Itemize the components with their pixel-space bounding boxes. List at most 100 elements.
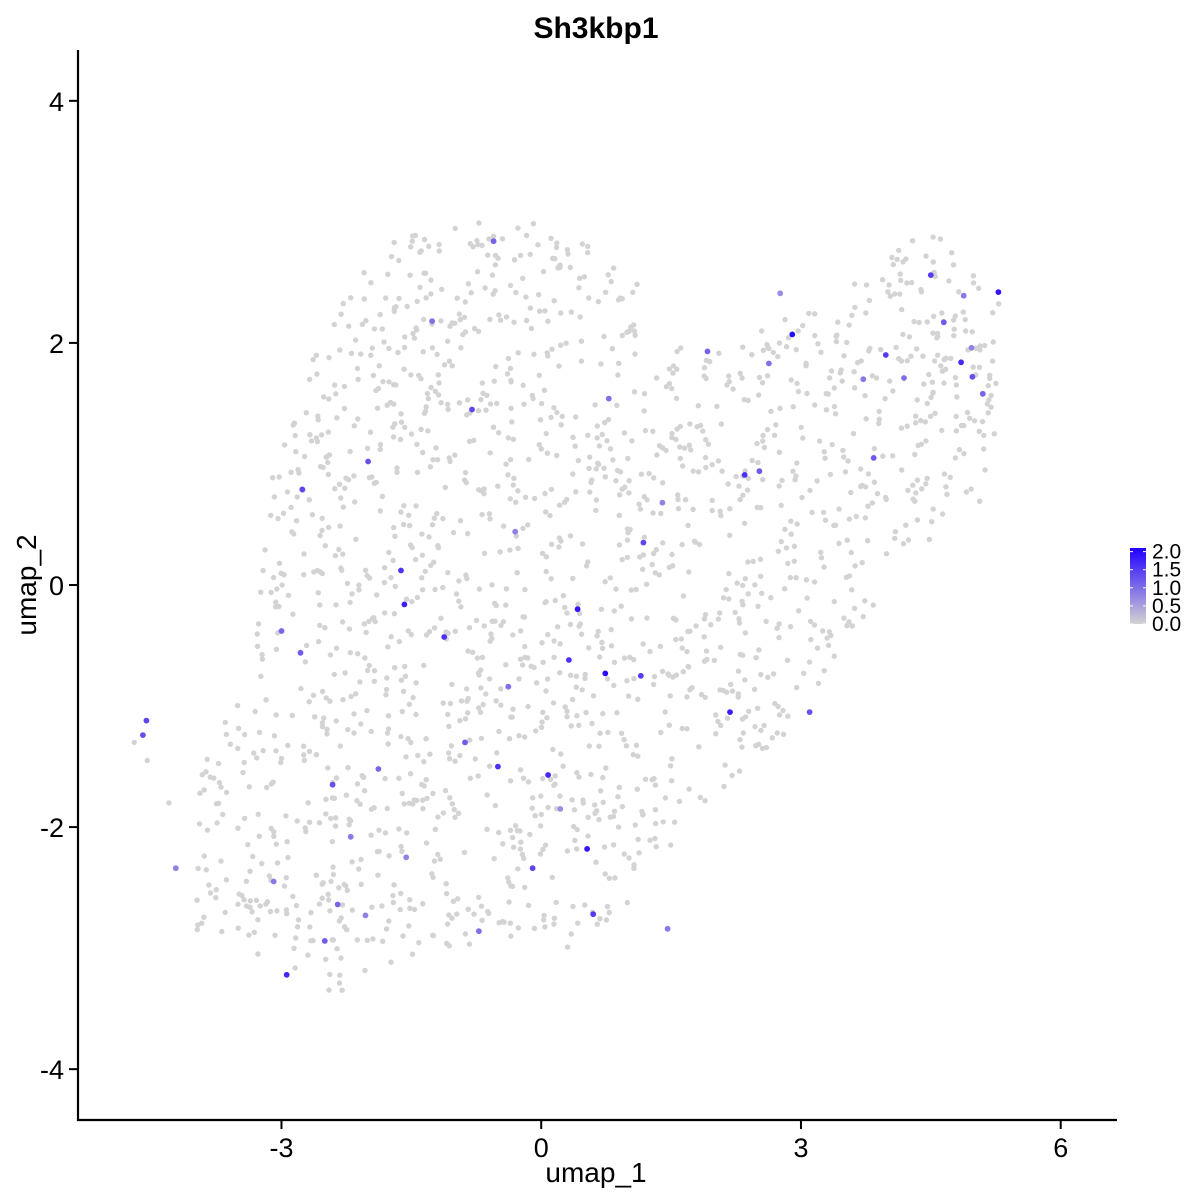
cell-point bbox=[496, 728, 502, 735]
cell-point bbox=[374, 592, 380, 598]
cell-point bbox=[396, 826, 402, 832]
cell-point bbox=[445, 711, 451, 718]
cell-point bbox=[207, 774, 213, 780]
cell-point bbox=[478, 903, 485, 909]
cell-point bbox=[562, 604, 568, 611]
cell-point bbox=[452, 758, 458, 764]
cell-point bbox=[578, 338, 585, 344]
cell-point bbox=[628, 324, 634, 330]
cell-point bbox=[407, 771, 414, 777]
cell-point bbox=[292, 432, 298, 439]
cell-point bbox=[536, 372, 542, 378]
cell-point bbox=[501, 919, 507, 925]
cell-point bbox=[435, 851, 441, 858]
x-axis-title: umap_1 bbox=[545, 1157, 646, 1188]
cell-point bbox=[862, 393, 868, 399]
cell-point bbox=[788, 531, 794, 537]
cell-point bbox=[520, 382, 526, 388]
cell-point bbox=[533, 680, 540, 686]
cell-point bbox=[923, 481, 929, 487]
cell-point bbox=[290, 611, 296, 617]
cell-point bbox=[366, 618, 372, 625]
cell-point bbox=[264, 784, 270, 791]
cell-point bbox=[325, 765, 331, 771]
cell-point bbox=[808, 636, 814, 643]
expressing-cell-point bbox=[637, 672, 644, 679]
cell-point bbox=[619, 556, 625, 563]
cell-point bbox=[624, 678, 630, 684]
cell-point bbox=[652, 807, 659, 813]
cell-point bbox=[916, 319, 922, 326]
cell-point bbox=[939, 368, 946, 374]
cell-point bbox=[301, 572, 307, 578]
cell-point bbox=[829, 441, 835, 448]
x-axis-ticks: -3 0 3 6 bbox=[269, 1121, 1068, 1163]
expressing-cell-point bbox=[940, 319, 947, 326]
background-cells bbox=[131, 220, 1002, 993]
cell-point bbox=[687, 628, 693, 634]
cell-point bbox=[538, 724, 545, 730]
cell-point bbox=[669, 551, 675, 558]
cell-point bbox=[918, 289, 925, 295]
cell-point bbox=[414, 441, 420, 447]
cell-point bbox=[865, 471, 872, 477]
cell-point bbox=[594, 435, 600, 441]
cell-point bbox=[349, 907, 355, 913]
cell-point bbox=[357, 801, 363, 807]
cell-point bbox=[582, 671, 588, 678]
cell-point bbox=[772, 700, 778, 707]
cell-point bbox=[481, 486, 487, 492]
cell-point bbox=[273, 599, 279, 605]
cell-point bbox=[407, 905, 413, 911]
cell-point bbox=[431, 858, 438, 864]
cell-point bbox=[414, 797, 420, 804]
cell-point bbox=[862, 515, 869, 521]
cell-point bbox=[241, 815, 248, 822]
cell-point bbox=[301, 743, 307, 749]
cell-point bbox=[726, 596, 732, 602]
cell-point bbox=[449, 915, 455, 921]
cell-point bbox=[468, 290, 474, 296]
expressing-cell-point bbox=[398, 567, 404, 574]
cell-point bbox=[518, 628, 524, 634]
cell-point bbox=[476, 220, 482, 226]
cell-point bbox=[729, 772, 735, 779]
cell-point bbox=[377, 311, 383, 318]
cell-point bbox=[804, 390, 810, 397]
cell-point bbox=[487, 450, 493, 456]
cell-point bbox=[333, 391, 339, 397]
cell-point bbox=[423, 777, 429, 783]
cell-point bbox=[716, 350, 722, 356]
cell-point bbox=[267, 908, 274, 915]
legend-label: 0.5 bbox=[1152, 595, 1181, 618]
cell-point bbox=[398, 733, 404, 740]
cell-point bbox=[490, 291, 496, 297]
cell-point bbox=[342, 485, 348, 491]
cell-point bbox=[629, 438, 635, 444]
cell-point bbox=[510, 482, 516, 488]
cell-point bbox=[851, 385, 858, 391]
cell-point bbox=[452, 628, 458, 634]
cell-point bbox=[883, 551, 890, 557]
cell-point bbox=[887, 293, 893, 299]
cell-point bbox=[362, 655, 368, 661]
cell-point bbox=[947, 474, 953, 480]
cell-point bbox=[510, 706, 516, 712]
cell-point bbox=[457, 317, 463, 323]
cell-point bbox=[599, 431, 605, 438]
cell-point bbox=[635, 696, 641, 702]
cell-point bbox=[409, 951, 416, 957]
cell-point bbox=[391, 524, 397, 531]
cell-point bbox=[561, 499, 568, 506]
cell-point bbox=[558, 310, 564, 316]
cell-point bbox=[979, 418, 986, 425]
cell-point bbox=[404, 830, 410, 836]
cell-point bbox=[624, 554, 630, 561]
cell-point bbox=[725, 481, 731, 487]
cell-point bbox=[506, 899, 512, 905]
cell-point bbox=[386, 379, 392, 385]
cell-point bbox=[405, 628, 411, 634]
cell-point bbox=[728, 681, 734, 688]
cell-point bbox=[510, 436, 517, 442]
cell-point bbox=[479, 654, 486, 661]
